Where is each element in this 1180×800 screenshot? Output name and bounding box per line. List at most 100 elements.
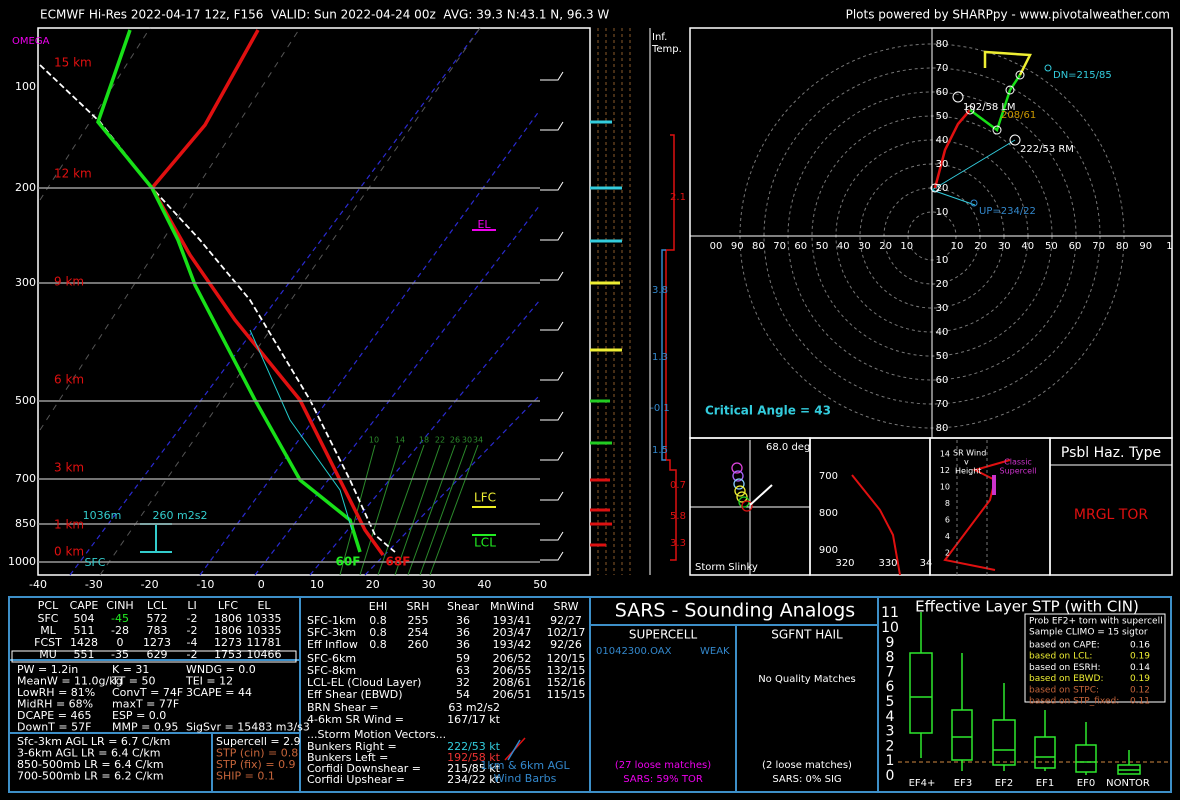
label: 0.8	[369, 626, 387, 639]
label: MMP = 0.95	[112, 721, 178, 734]
inflow-value: 5.8	[670, 511, 686, 522]
height-label: 6 km	[54, 373, 84, 387]
credit: Plots powered by SHARPpy - www.pivotalwe…	[846, 8, 1170, 22]
label: based on STP_fixed:	[1029, 697, 1119, 707]
label: PW = 1.2in	[17, 663, 78, 676]
pressure-label: 700	[15, 472, 36, 485]
label: based on CAPE:	[1029, 641, 1100, 651]
label: 10	[951, 241, 964, 252]
label: Corfidi Upshear =	[307, 773, 405, 786]
label: 132/15	[547, 664, 586, 677]
label: Corfidi Downshear =	[307, 762, 421, 775]
label: 6	[945, 516, 950, 525]
label: 70	[1092, 241, 1105, 252]
label: 0.11	[1130, 697, 1150, 707]
label: 192/58 kt	[447, 751, 501, 764]
label: 50	[936, 111, 949, 122]
label: 1273	[214, 636, 242, 649]
temperature-label: 50	[533, 578, 547, 591]
mixing-ratio-label: 10	[369, 436, 379, 445]
label: Sfc-3km AGL LR = 6.7 C/km	[17, 735, 170, 748]
mixing-ratio-label: 26	[450, 436, 460, 445]
mixing-ratio-label: 34	[473, 436, 483, 445]
label: 68.0 deg	[766, 442, 810, 453]
label: 208/61	[1001, 110, 1036, 121]
label: 1273	[143, 636, 171, 649]
label: 0.12	[1130, 685, 1150, 695]
pressure-label: 100	[15, 80, 36, 93]
label: OMEGA	[12, 36, 50, 47]
label: 629	[147, 648, 168, 661]
label: -45	[111, 612, 129, 625]
label: 80	[752, 241, 765, 252]
height-label: 3 km	[54, 461, 84, 475]
label: 60	[794, 241, 807, 252]
label: Eff Shear (EBWD)	[307, 688, 403, 701]
label: 700	[819, 471, 838, 482]
skewt-lines	[37, 27, 591, 576]
label: Eff Inflow	[307, 638, 358, 651]
label: 260	[408, 638, 429, 651]
label: 10	[936, 255, 949, 266]
label: 8	[886, 650, 895, 666]
label: -2	[187, 612, 198, 625]
label: 1036m	[83, 509, 122, 522]
label: 54	[456, 688, 470, 701]
label: -2	[187, 624, 198, 637]
label: 800	[819, 508, 838, 519]
label: 700-500mb LR = 6.2 C/km	[17, 770, 164, 783]
label: based on STPC:	[1029, 685, 1099, 695]
label: 4	[886, 709, 895, 725]
label: LI	[187, 599, 196, 612]
label: TT = 50	[111, 675, 155, 688]
label: Supercell = 2.9	[216, 735, 301, 748]
label: 63	[456, 664, 470, 677]
label: 40	[936, 327, 949, 338]
label: BRN Shear =	[307, 701, 379, 714]
mixing-ratio-label: 18	[419, 436, 429, 445]
label: 14	[940, 450, 950, 459]
label: Inf.	[652, 32, 667, 43]
label: 70	[936, 63, 949, 74]
label: 1km & 6km AGL	[480, 759, 570, 772]
inflow-value: -0.1	[650, 403, 670, 414]
temperature-label: 10	[310, 578, 324, 591]
label: 4	[945, 532, 950, 541]
label: 90	[1139, 241, 1152, 252]
label: EF0	[1077, 778, 1095, 789]
pressure-label: 200	[15, 181, 36, 194]
label: 504	[74, 612, 95, 625]
label: 63 m2/s2	[448, 701, 500, 714]
label: LFC	[218, 599, 238, 612]
mixing-ratio-label: 22	[435, 436, 445, 445]
label: 1753	[214, 648, 242, 661]
height-label: 15 km	[54, 56, 92, 70]
label: EL	[257, 599, 271, 612]
label: 7	[886, 664, 895, 680]
label: EL	[477, 218, 491, 231]
label: EF2	[995, 778, 1013, 789]
label: 10	[940, 483, 950, 492]
label: 90	[731, 241, 744, 252]
label: 254	[408, 626, 429, 639]
label: Bunkers Left =	[307, 751, 388, 764]
label: 1428	[70, 636, 98, 649]
label: based on ESRH:	[1029, 663, 1101, 673]
label: EF3	[954, 778, 972, 789]
inflow-value: 2.1	[670, 192, 686, 203]
label: PCL	[38, 599, 59, 612]
label: 0	[117, 636, 124, 649]
label: 1806	[214, 612, 242, 625]
label: MU	[39, 648, 57, 661]
label: 3CAPE = 44	[186, 686, 252, 699]
label: Shear	[447, 600, 479, 613]
label: MRGL TOR	[1074, 507, 1148, 523]
label: ESP = 0.0	[112, 709, 166, 722]
label: 34	[920, 558, 933, 569]
label: 32	[456, 676, 470, 689]
label: 10335	[247, 624, 282, 637]
label: LCL	[147, 599, 168, 612]
label: 70	[936, 399, 949, 410]
label: 12	[940, 466, 950, 475]
